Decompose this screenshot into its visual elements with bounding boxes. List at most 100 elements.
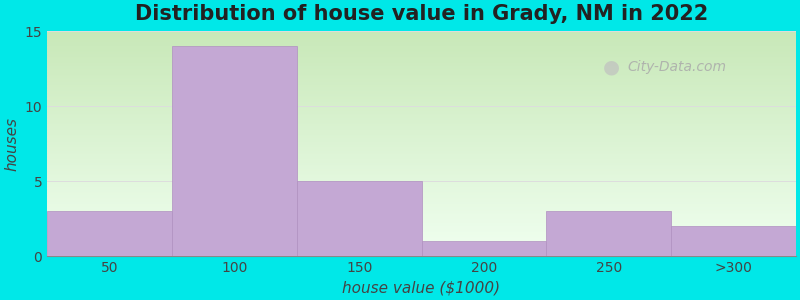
Title: Distribution of house value in Grady, NM in 2022: Distribution of house value in Grady, NM… (135, 4, 708, 24)
Bar (47, 139, 796, 141)
Bar (47, 237, 796, 238)
Bar (47, 195, 796, 196)
Bar (47, 54, 796, 55)
Bar (47, 224, 796, 225)
Bar (47, 220, 796, 222)
Bar (47, 214, 796, 216)
Bar (47, 133, 796, 135)
Bar (47, 216, 796, 218)
Bar (47, 208, 796, 210)
Bar (47, 212, 796, 213)
Bar (47, 121, 796, 123)
Bar (47, 109, 796, 111)
Bar (47, 246, 796, 247)
Bar (47, 249, 796, 250)
Bar (47, 69, 796, 70)
Bar (47, 76, 796, 78)
Bar (47, 212, 172, 256)
Bar (47, 240, 796, 242)
Bar (47, 70, 796, 72)
Bar (47, 63, 796, 64)
Bar (47, 236, 796, 237)
Bar (47, 219, 796, 220)
Bar (47, 154, 796, 156)
Bar (47, 64, 796, 66)
Bar (47, 58, 796, 60)
Bar (47, 222, 796, 224)
Bar (47, 150, 796, 152)
Bar (47, 167, 796, 168)
Bar (47, 165, 796, 166)
Bar (47, 84, 796, 85)
Bar (47, 31, 796, 33)
Bar (47, 218, 796, 219)
Bar (47, 48, 796, 49)
Bar (47, 156, 796, 158)
Bar (47, 106, 796, 108)
Bar (47, 152, 796, 153)
Bar (47, 231, 796, 232)
Bar (47, 43, 796, 45)
Bar (47, 192, 796, 194)
Bar (47, 189, 796, 190)
Bar (47, 188, 796, 189)
Bar (47, 57, 796, 58)
Bar (47, 55, 796, 57)
Bar (671, 226, 796, 256)
Bar (47, 244, 796, 246)
Bar (47, 36, 796, 37)
Bar (47, 102, 796, 103)
Bar (47, 103, 796, 105)
Bar (47, 118, 796, 120)
Bar (47, 248, 796, 249)
Bar (47, 232, 796, 234)
Bar (47, 37, 796, 39)
Bar (47, 60, 796, 61)
Bar (47, 132, 796, 133)
Bar (47, 160, 796, 162)
Bar (47, 158, 796, 159)
Text: ●: ● (602, 58, 620, 77)
Bar (47, 182, 796, 183)
Bar (47, 99, 796, 100)
Bar (47, 49, 796, 51)
Bar (47, 228, 796, 230)
Bar (47, 42, 796, 43)
Bar (47, 130, 796, 132)
Bar (47, 238, 796, 240)
Bar (47, 225, 796, 226)
Bar (47, 136, 796, 138)
Bar (47, 142, 796, 144)
Bar (47, 111, 796, 112)
Bar (47, 234, 796, 236)
Bar (47, 123, 796, 124)
Bar (47, 88, 796, 90)
Bar (47, 79, 796, 81)
Bar (47, 120, 796, 121)
Bar (47, 138, 796, 139)
Bar (47, 78, 796, 79)
Bar (47, 87, 796, 88)
Bar (47, 67, 796, 69)
Bar (47, 73, 796, 75)
Bar (47, 186, 796, 188)
Bar (47, 112, 796, 114)
Bar (47, 90, 796, 91)
Bar (47, 114, 796, 115)
Bar (47, 168, 796, 170)
Bar (422, 242, 546, 256)
Bar (172, 46, 297, 256)
Bar (47, 97, 796, 99)
Bar (47, 250, 796, 252)
Bar (47, 210, 796, 212)
Bar (47, 204, 796, 206)
Bar (47, 85, 796, 87)
Bar (47, 135, 796, 136)
Bar (47, 171, 796, 172)
Bar (47, 145, 796, 147)
Bar (47, 177, 796, 178)
Bar (297, 182, 422, 256)
Bar (47, 66, 796, 67)
Bar (47, 198, 796, 200)
Bar (47, 96, 796, 97)
